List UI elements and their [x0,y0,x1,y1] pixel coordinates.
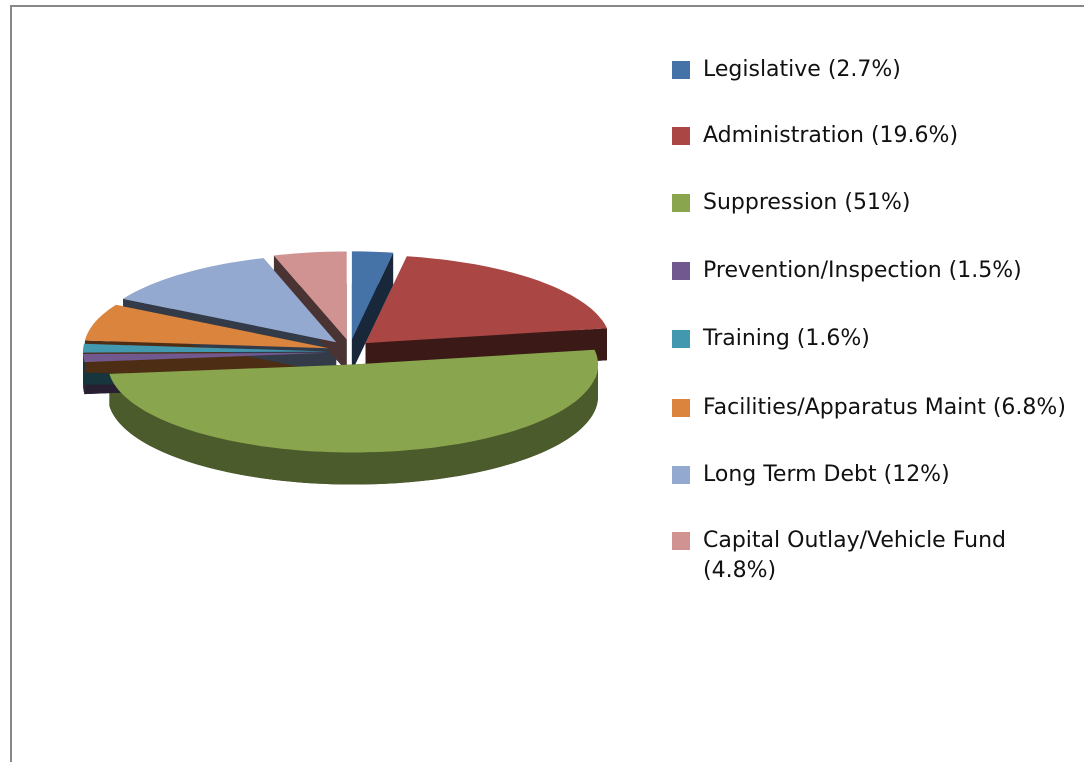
legend-label: Prevention/Inspection (1.5%) [703,258,1022,283]
legend-swatch [672,532,690,550]
slice-wall [351,252,394,372]
legend-swatch [672,194,690,212]
legend-label: Capital Outlay/Vehicle Fund (4.8%) [703,528,1007,583]
legend-item: Prevention/Inspection (1.5%) [672,256,1072,286]
legend-swatch [672,399,690,417]
legend-label: Facilities/Apparatus Maint (6.8%) [703,395,1066,420]
slice [84,304,330,349]
legend-item: Capital Outlay/Vehicle Fund (4.8%) [672,526,1072,586]
chart-frame [10,5,1084,762]
legend-swatch [672,262,690,280]
legend-label: Training (1.6%) [703,326,870,351]
slice [273,251,347,340]
slice [83,352,328,363]
legend-label: Legislative (2.7%) [703,57,901,82]
slice [365,256,607,344]
legend-item: Administration (19.6%) [672,121,1072,151]
legend-label: Long Term Debt (12%) [703,462,950,487]
pie-tops [83,251,607,453]
legend-swatch [672,127,690,145]
legend-item: Legislative (2.7%) [672,55,1072,85]
legend-label: Administration (19.6%) [703,123,959,148]
legend-swatch [672,466,690,484]
legend-swatch [672,61,690,79]
legend-label: Suppression (51%) [703,190,911,215]
legend-item: Suppression (51%) [672,188,1072,218]
slice [83,343,328,353]
legend-item: Training (1.6%) [672,324,1072,354]
slice [109,349,599,453]
legend-item: Facilities/Apparatus Maint (6.8%) [672,393,1072,423]
legend-swatch [672,330,690,348]
slice [123,258,337,343]
slice [351,251,394,340]
slice-rim [109,364,599,485]
legend-item: Long Term Debt (12%) [672,460,1072,490]
